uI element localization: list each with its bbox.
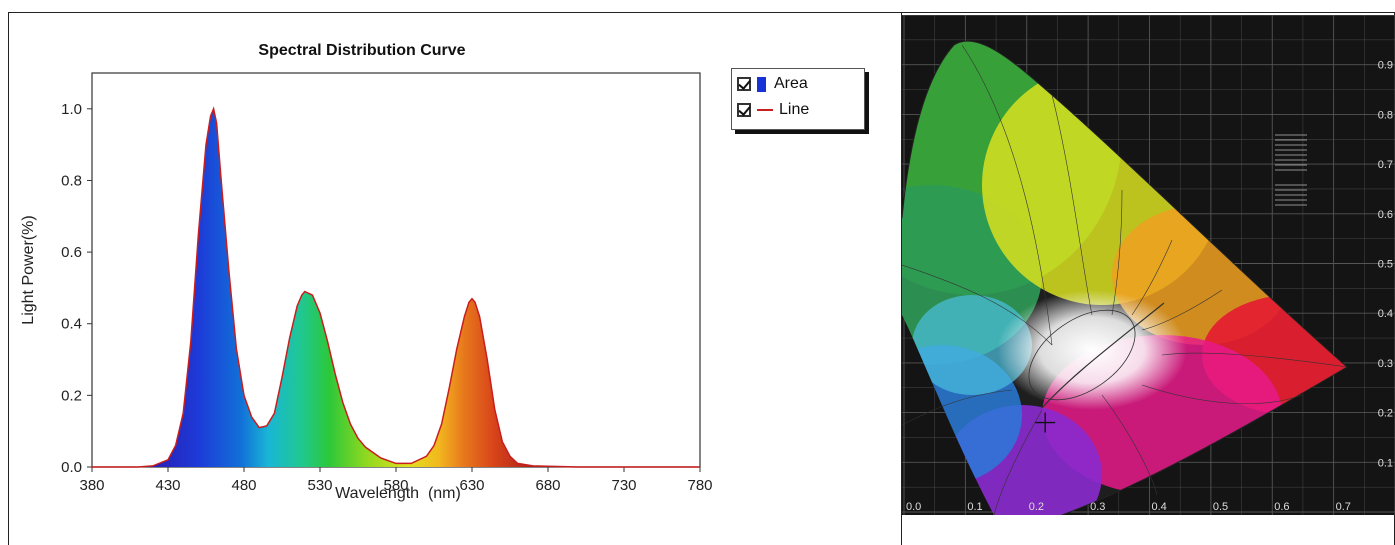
legend-label-area: Area: [774, 75, 808, 92]
crosshair-marker: [1035, 412, 1056, 433]
planckian-locus: [1041, 302, 1165, 409]
legend-swatch-area: [757, 76, 766, 92]
x-tick-label: 630: [459, 477, 484, 494]
chart-title: Spectral Distribution Curve: [258, 42, 465, 59]
cie-axis-ticks: 0.0 0.1 0.2 0.3 0.4 0.5 0.6 0.7 0.9 0.8 0.7 0.6 0.5 0…: [906, 60, 1393, 513]
y-tick-label: 0.6: [61, 244, 82, 261]
y-tick-label: 0.2: [61, 387, 82, 404]
legend-label-line: Line: [779, 101, 810, 118]
checkbox-icon[interactable]: [737, 103, 751, 117]
x-tick-label: 0.6: [1274, 501, 1289, 513]
x-tick-label: 580: [383, 477, 408, 494]
y-tick-label: 0.5: [1378, 259, 1393, 271]
y-tick-label: 0.6: [1378, 209, 1393, 221]
x-tick-label: 0.1: [967, 501, 982, 513]
x-tick-label: 780: [687, 477, 712, 494]
x-tick-label: 380: [79, 477, 104, 494]
x-tick-label: 430: [155, 477, 180, 494]
checkbox-icon[interactable]: [737, 77, 751, 91]
series-line: [92, 106, 700, 468]
legend: Area Line: [731, 68, 865, 130]
x-tick-label: 730: [611, 477, 636, 494]
panel-divider: [901, 12, 902, 545]
inner-region-outline: [1028, 309, 1136, 401]
x-tick-label: 480: [231, 477, 256, 494]
x-tick-label: 0.2: [1029, 501, 1044, 513]
series-area: [92, 108, 700, 468]
y-tick-label: 0.9: [1378, 60, 1393, 72]
y-tick-label: 0.7: [1378, 159, 1393, 171]
legend-item-area[interactable]: Area: [737, 73, 808, 95]
x-tick-label: 0.5: [1213, 501, 1228, 513]
y-tick-label: 0.0: [61, 459, 82, 476]
spectral-locus: [902, 40, 1348, 515]
y-tick-label: 0.1: [1378, 457, 1393, 469]
x-tick-label: 0.0: [906, 501, 921, 513]
spectral-chart: Spectral Distribution Curve 0.0 0.2 0.4 0.6…: [20, 42, 713, 502]
legend-swatch-line: [757, 109, 773, 111]
x-tick-label: 530: [307, 477, 332, 494]
y-tick-label: 0.4: [1378, 308, 1393, 320]
y-tick-label: 0.8: [1378, 109, 1393, 121]
x-axis-label: Wavelength (nm): [335, 485, 461, 502]
legend-notes: [1275, 134, 1307, 206]
legend-item-line[interactable]: Line: [737, 99, 809, 121]
x-tick-label: 0.4: [1152, 501, 1167, 513]
y-axis-label: Light Power(%): [20, 215, 37, 324]
cie-chromaticity-diagram: 0.0 0.1 0.2 0.3 0.4 0.5 0.6 0.7 0.9 0.8 0.7 0.6 0.5 0…: [902, 15, 1395, 515]
y-tick-label: 1.0: [61, 101, 82, 118]
x-tick-label: 0.3: [1090, 501, 1105, 513]
x-tick-label: 0.7: [1336, 501, 1351, 513]
y-tick-label: 0.8: [61, 172, 82, 189]
x-tick-label: 680: [535, 477, 560, 494]
y-tick-label: 0.4: [61, 316, 82, 333]
color-gamut: [902, 41, 1347, 515]
y-tick-label: 0.2: [1378, 408, 1393, 420]
cie-chart: 0.0 0.1 0.2 0.3 0.4 0.5 0.6 0.7 0.9 0.8 0.7 0.6 0.5 0…: [902, 15, 1395, 515]
region-boundaries: [902, 44, 1348, 515]
y-tick-label: 0.3: [1378, 358, 1393, 370]
